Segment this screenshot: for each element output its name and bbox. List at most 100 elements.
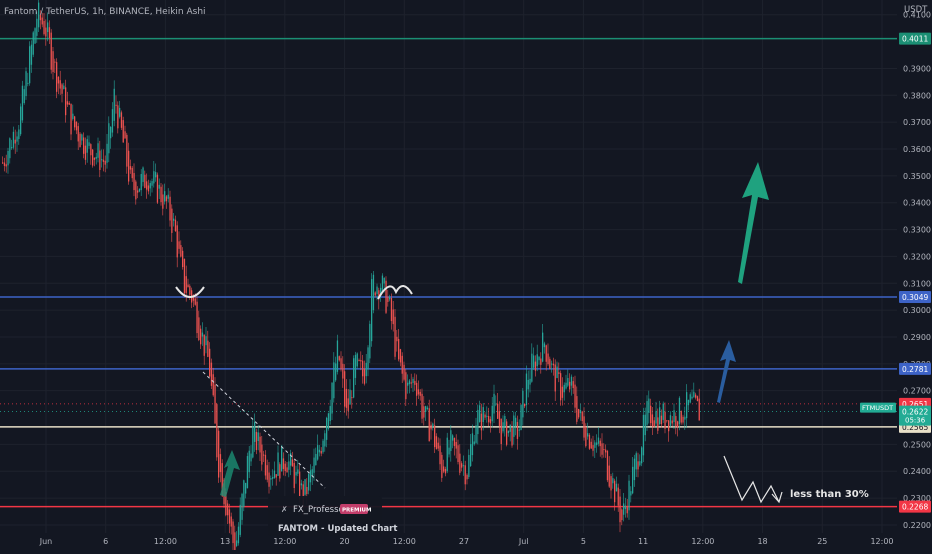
- x-tick-label: 25: [817, 537, 827, 546]
- candle-body: [385, 280, 387, 313]
- candle-body: [471, 433, 474, 456]
- candle-body: [488, 415, 490, 423]
- candle-body: [144, 174, 146, 188]
- candle-body: [592, 445, 594, 451]
- y-tick-label: 0.2300: [903, 494, 931, 503]
- candle-body: [466, 474, 468, 480]
- candle-body: [284, 463, 286, 472]
- drawings[interactable]: [175, 162, 783, 504]
- candle-body: [237, 526, 240, 544]
- candle-body: [342, 363, 344, 379]
- candle-body: [192, 296, 195, 301]
- candle-body: [563, 384, 565, 393]
- candle-body: [675, 416, 677, 427]
- candle-body: [246, 456, 249, 489]
- candle-body: [515, 417, 517, 427]
- candle-body: [529, 378, 531, 385]
- candle-body: [660, 415, 663, 425]
- x-tick-label: 12:00: [870, 537, 893, 546]
- currency-label: USDT: [904, 5, 928, 15]
- candle-body: [576, 396, 578, 422]
- candle-body: [484, 414, 486, 418]
- y-tick-label: 0.3900: [903, 64, 931, 73]
- candle-body: [281, 445, 283, 472]
- candle-body: [509, 424, 511, 432]
- candle-body: [354, 354, 357, 378]
- candle-body: [558, 372, 560, 374]
- candle-body: [446, 437, 448, 472]
- candle-body: [34, 28, 36, 44]
- candle-body: [479, 405, 481, 423]
- candle-body: [453, 437, 456, 446]
- x-tick-label: 18: [757, 537, 767, 546]
- level-tag-label: 0.4011: [902, 35, 928, 44]
- x-tick-label: 11: [638, 537, 648, 546]
- x-tick-label: 6: [103, 537, 108, 546]
- candle-body: [18, 129, 20, 140]
- candle-body: [36, 18, 38, 36]
- candle-body: [587, 433, 589, 437]
- candle-body: [54, 61, 56, 63]
- candle-body: [297, 469, 299, 474]
- up-arrow-small-icon: [717, 340, 736, 403]
- candle-body: [293, 462, 295, 489]
- price-tag-label: 0.2651: [902, 400, 928, 409]
- candle-body: [653, 420, 655, 427]
- horizontal-levels[interactable]: [0, 37, 897, 508]
- candle-body: [14, 139, 16, 144]
- candle-body: [407, 382, 409, 386]
- candle-body: [241, 493, 243, 520]
- candle-body: [90, 144, 92, 156]
- candle-body: [473, 441, 475, 445]
- candle-body: [329, 406, 331, 422]
- candle-body: [228, 509, 231, 524]
- candle-body: [167, 194, 169, 199]
- candle-body: [398, 339, 400, 360]
- candle-body: [642, 414, 645, 456]
- watermark-logo-icon: ✗: [281, 505, 288, 514]
- candle-body: [272, 476, 274, 479]
- candle-body: [545, 345, 547, 362]
- candle-body: [234, 532, 236, 554]
- candle-body: [671, 420, 673, 424]
- candle-body: [513, 415, 515, 437]
- x-tick-label: 12:00: [691, 537, 714, 546]
- candle-body: [358, 359, 360, 361]
- candle-body: [261, 444, 263, 465]
- candle-body: [50, 32, 52, 70]
- candle-body: [459, 453, 461, 473]
- candle-body: [648, 398, 650, 413]
- y-tick-label: 0.4100: [903, 11, 931, 20]
- candle-body: [322, 440, 324, 453]
- candle-body: [390, 297, 393, 322]
- candle-body: [173, 218, 175, 221]
- candle-body: [363, 368, 366, 384]
- candle-body: [338, 356, 340, 361]
- candle-body: [498, 411, 501, 427]
- candle-body: [97, 143, 99, 158]
- time-axis[interactable]: Jun 6 12:00 13 12:00 20 12:00 27 Jul 5 11 12:00 18 25…: [39, 537, 894, 546]
- candle-body: [327, 413, 330, 429]
- candle-body: [138, 188, 141, 192]
- candle-body: [275, 474, 277, 478]
- candle-body: [120, 112, 123, 128]
- candle-body: [657, 417, 659, 431]
- candle-body: [21, 85, 24, 121]
- candle-body: [434, 425, 436, 448]
- candle-body: [579, 409, 582, 414]
- grid: [0, 0, 897, 533]
- candle-body: [628, 480, 630, 511]
- candle-body: [495, 403, 497, 405]
- candle-body: [423, 406, 425, 418]
- candle-body: [77, 126, 79, 142]
- candle-body: [396, 336, 398, 342]
- candle-body: [306, 487, 308, 495]
- neckline-arc-left: [175, 286, 205, 298]
- candle-body: [664, 411, 666, 429]
- x-tick-label: 12:00: [273, 537, 296, 546]
- candle-body: [196, 301, 198, 334]
- candle-body: [264, 454, 267, 476]
- candle-body: [3, 162, 6, 166]
